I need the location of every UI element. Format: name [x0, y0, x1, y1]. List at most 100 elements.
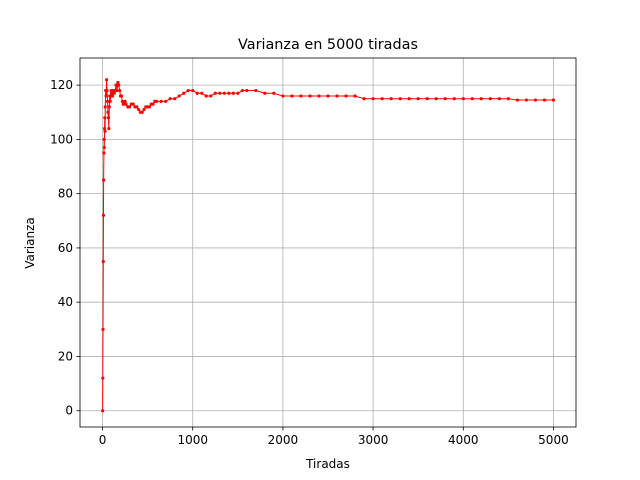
axes-layer — [79, 57, 577, 428]
data-point — [118, 88, 122, 93]
data-point — [168, 97, 172, 101]
x-axis-title: Tiradas — [305, 457, 350, 471]
data-point — [105, 88, 109, 93]
data-point — [213, 91, 217, 95]
data-point — [344, 94, 348, 98]
data-point — [195, 91, 199, 95]
data-point — [124, 102, 128, 106]
plot-frame — [79, 57, 577, 428]
data-point — [204, 94, 208, 98]
y-tick-label: 20 — [58, 349, 73, 363]
data-point — [123, 99, 127, 104]
x-tick-label: 3000 — [358, 433, 389, 447]
data-point — [263, 91, 267, 95]
x-tick-label: 1000 — [177, 433, 208, 447]
data-point — [488, 97, 492, 101]
data-point — [182, 91, 186, 95]
data-point — [109, 88, 113, 93]
data-point — [115, 88, 119, 93]
data-point — [102, 137, 106, 141]
data-point — [222, 91, 226, 95]
data-point — [290, 94, 294, 98]
data-point — [371, 97, 375, 101]
data-point — [101, 327, 105, 331]
data-point — [434, 97, 438, 101]
data-point — [106, 116, 111, 120]
data-point — [380, 97, 384, 101]
data-point — [109, 91, 114, 95]
data-point — [106, 110, 110, 114]
data-point — [159, 99, 163, 104]
y-tick-label: 120 — [50, 78, 73, 92]
data-point — [236, 91, 240, 95]
data-point — [102, 151, 106, 155]
data-point — [147, 105, 152, 109]
data-point — [105, 99, 110, 104]
data-point — [506, 97, 510, 101]
data-point — [470, 97, 474, 101]
data-point — [102, 126, 107, 131]
ticks-layer: 0 1000 2000 3000 4000 5000 0 20 40 60 80 100 120 — [50, 78, 569, 447]
data-point — [227, 91, 231, 95]
data-point — [389, 97, 393, 101]
data-point — [515, 98, 519, 102]
data-point — [326, 94, 330, 98]
data-point — [108, 99, 112, 104]
data-point — [416, 97, 420, 101]
data-point — [102, 178, 106, 182]
data-point — [200, 91, 204, 95]
series-line — [102, 79, 554, 411]
data-point — [119, 94, 124, 98]
data-point — [101, 409, 105, 413]
data-point — [425, 97, 429, 101]
data-point — [128, 105, 132, 109]
data-point — [231, 91, 235, 95]
data-point — [135, 105, 139, 109]
data-point — [103, 105, 107, 109]
y-tick-label: 40 — [58, 295, 73, 309]
data-point — [114, 83, 118, 87]
data-point — [218, 91, 222, 95]
data-point — [186, 88, 190, 93]
data-point — [335, 94, 339, 98]
x-tick-label: 4000 — [448, 433, 479, 447]
data-point — [107, 126, 111, 131]
data-point — [103, 129, 107, 133]
data-point — [151, 102, 155, 106]
y-tick-label: 80 — [58, 187, 73, 201]
data-point — [101, 213, 106, 217]
data-point — [240, 88, 244, 93]
data-point — [497, 97, 501, 101]
data-point — [479, 97, 483, 101]
data-point — [362, 97, 366, 101]
data-point — [140, 110, 144, 114]
data-point — [105, 78, 109, 82]
data-point — [308, 94, 312, 98]
data-point — [103, 116, 107, 120]
data-point — [452, 97, 456, 101]
data-point — [164, 99, 168, 104]
y-tick-label: 100 — [50, 132, 73, 146]
data-point — [104, 94, 108, 98]
x-tick-label: 2000 — [268, 433, 299, 447]
data-point — [524, 98, 529, 102]
data-point — [299, 94, 303, 98]
data-point — [281, 94, 285, 98]
data-point — [116, 80, 120, 85]
grid-layer — [80, 58, 576, 427]
data-point — [117, 83, 121, 87]
y-axis-title: Varianza — [23, 217, 37, 269]
data-point — [317, 94, 321, 98]
chart-title: Varianza en 5000 tiradas — [238, 37, 418, 53]
data-point — [443, 97, 447, 101]
data-point — [254, 88, 258, 93]
x-tick-label: 5000 — [538, 433, 569, 447]
data-point — [398, 97, 402, 101]
data-point — [131, 102, 135, 106]
data-point — [110, 94, 115, 98]
data-point — [209, 94, 213, 98]
y-tick-label: 0 — [65, 404, 73, 418]
data-point — [461, 97, 465, 101]
data-point — [245, 88, 249, 93]
